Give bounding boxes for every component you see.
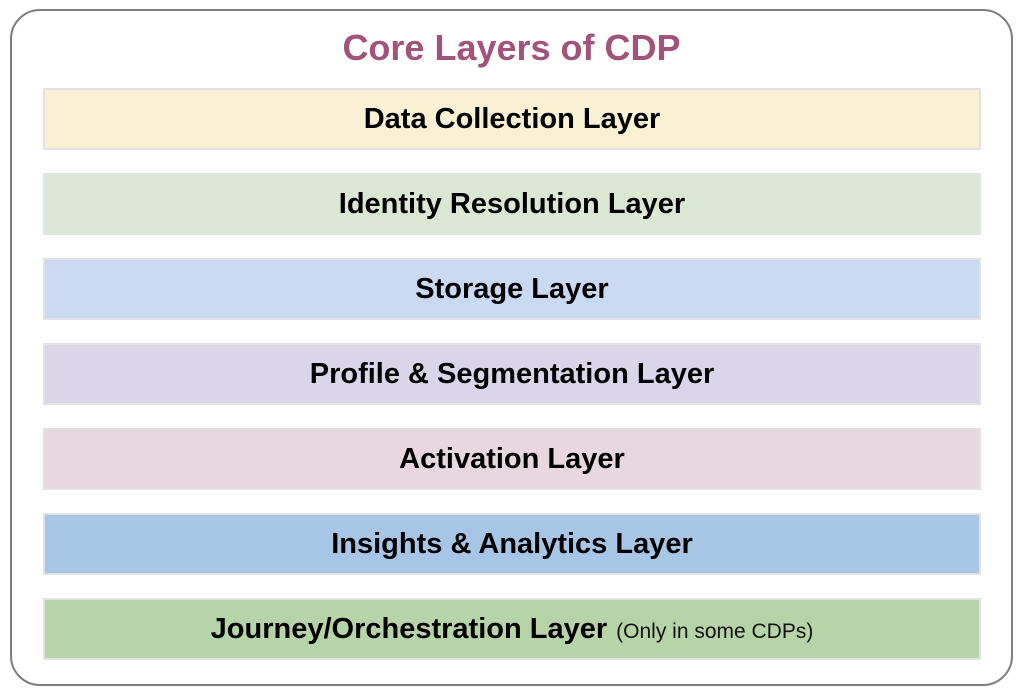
- layer-label: Profile & Segmentation Layer: [309, 357, 715, 390]
- layer-note: (Only in some CDPs): [616, 619, 814, 643]
- layer-label: Data Collection Layer: [363, 102, 661, 135]
- layer-line: Journey/Orchestration Layer (Only in som…: [211, 613, 814, 646]
- layer-bar-activation: Activation Layer: [43, 428, 981, 490]
- layer-line: Insights & Analytics Layer: [331, 528, 693, 561]
- layer-bar-insights-analytics: Insights & Analytics Layer: [43, 513, 981, 575]
- layer-label: Insights & Analytics Layer: [331, 527, 693, 560]
- layer-bar-profile-segmentation: Profile & Segmentation Layer: [43, 343, 981, 405]
- layer-line: Identity Resolution Layer: [339, 188, 685, 221]
- layers-container: Data Collection Layer Identity Resolutio…: [43, 88, 981, 660]
- layer-label: Activation Layer: [399, 442, 625, 475]
- layer-bar-journey-orchestration: Journey/Orchestration Layer (Only in som…: [43, 598, 981, 660]
- cdp-layers-panel: Core Layers of CDP Data Collection Layer…: [10, 9, 1013, 686]
- layer-bar-identity-resolution: Identity Resolution Layer: [43, 173, 981, 235]
- layer-bar-storage: Storage Layer: [43, 258, 981, 320]
- layer-label: Identity Resolution Layer: [338, 187, 686, 220]
- layer-bar-data-collection: Data Collection Layer: [43, 88, 981, 150]
- layer-line: Data Collection Layer: [364, 103, 661, 136]
- layer-label: Journey/Orchestration Layer: [210, 612, 608, 645]
- layer-line: Storage Layer: [415, 273, 608, 306]
- layer-label: Storage Layer: [415, 272, 609, 305]
- diagram-title: Core Layers of CDP: [342, 27, 681, 68]
- layer-line: Activation Layer: [399, 443, 625, 476]
- layer-line: Profile & Segmentation Layer: [310, 358, 715, 391]
